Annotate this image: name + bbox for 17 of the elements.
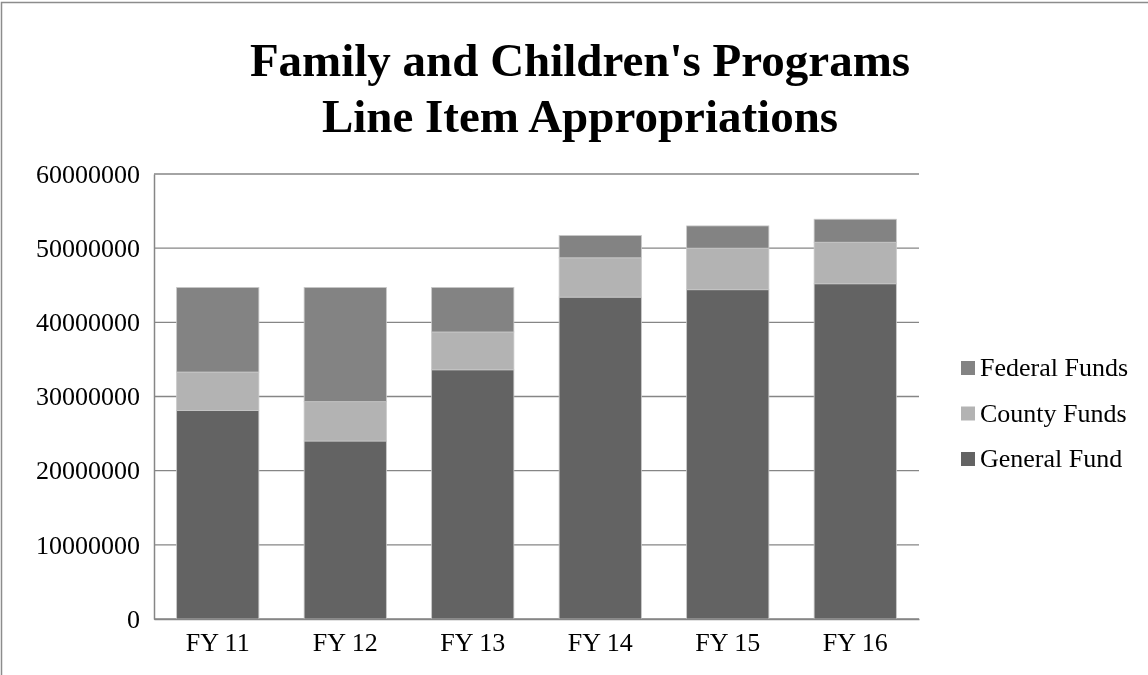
legend-label: Federal Funds	[980, 353, 1129, 382]
x-tick-label: FY 15	[695, 628, 761, 658]
y-tick-label: 60000000	[36, 159, 140, 189]
x-tick-label: FY 14	[567, 628, 633, 658]
x-tick-label: FY 12	[312, 628, 378, 658]
x-tick-label: FY 11	[185, 628, 250, 658]
y-tick-label: 40000000	[36, 308, 140, 338]
y-tick-label: 20000000	[36, 456, 140, 486]
chart-title: Family and Children's Programs Line Item Appropriations	[249, 34, 911, 142]
y-tick-label: 50000000	[36, 233, 140, 263]
x-tick-label: FY 16	[822, 628, 888, 658]
legend-label: County Funds	[980, 398, 1127, 428]
y-tick-label: 10000000	[36, 530, 140, 560]
y-tick-label: 0	[127, 604, 140, 634]
x-tick-label: FY 13	[440, 628, 506, 658]
y-tick-label: 30000000	[36, 382, 140, 412]
legend-label: General Fund	[980, 444, 1123, 473]
